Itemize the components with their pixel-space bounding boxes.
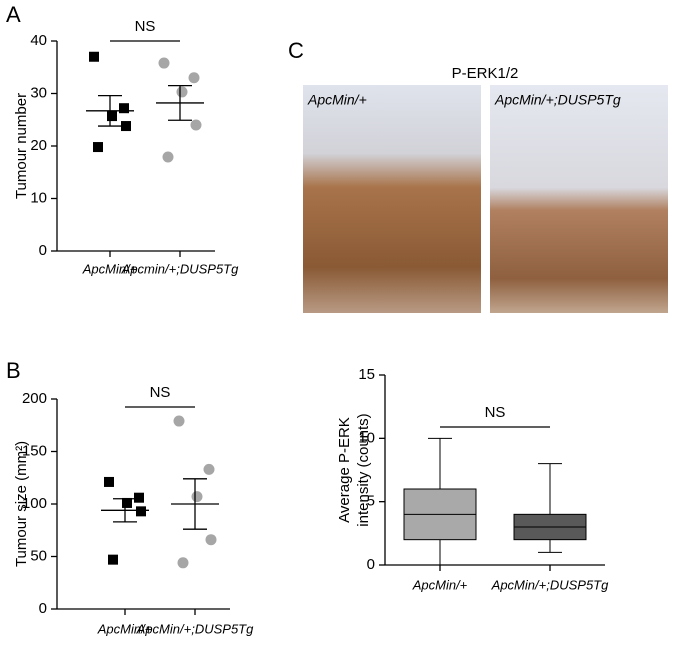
y-axis-label: Average P-ERK (336, 417, 353, 523)
y-tick-label: 200 (22, 390, 47, 407)
y-tick-label: 0 (367, 556, 375, 573)
data-point (104, 476, 114, 487)
y-tick-label: 30 (30, 84, 47, 101)
image-label: ApcMin/+ (307, 92, 367, 108)
annotation: NS (485, 404, 506, 421)
image-label: ApcMin/+;DUSP5Tg (494, 92, 621, 108)
annotation: NS (150, 384, 171, 401)
data-point (191, 491, 203, 503)
y-tick-label: 20 (30, 137, 47, 154)
y-tick-label: 40 (30, 32, 47, 49)
y-tick-label: 10 (30, 189, 47, 206)
panel-label: B (6, 358, 21, 383)
data-point (176, 86, 188, 98)
x-tick-label: ApcMin/+ (82, 261, 138, 276)
data-point (190, 119, 202, 131)
y-tick-label: 0 (39, 242, 47, 259)
y-tick-label: 50 (30, 547, 47, 564)
y-tick-label: 5 (367, 493, 375, 510)
x-tick-label: Apcmin/+;DUSP5Tg (121, 261, 239, 276)
annotation: NS (135, 18, 156, 35)
y-axis-label: Tumour number (13, 93, 30, 199)
data-point (134, 492, 144, 503)
x-tick-label: ApcMin/+ (97, 621, 153, 636)
data-point (162, 151, 174, 163)
y-tick-label: 0 (39, 600, 47, 617)
y-tick-label: 15 (358, 366, 375, 383)
data-point (89, 51, 99, 62)
data-point (205, 534, 217, 546)
data-point (108, 554, 118, 565)
data-point (107, 111, 117, 122)
data-point (121, 121, 131, 132)
y-tick-label: 100 (22, 495, 47, 512)
data-point (136, 506, 146, 517)
histology-image (303, 85, 481, 313)
y-axis-label: intensity (counts) (355, 413, 372, 526)
data-point (188, 72, 200, 84)
data-point (93, 142, 103, 153)
y-axis-label: Tumour size (mm²) (13, 441, 30, 567)
x-tick-label: ApcMin/+;DUSP5Tg (491, 577, 609, 592)
data-point (122, 497, 132, 508)
data-point (173, 415, 185, 427)
y-tick-label: 150 (22, 442, 47, 459)
panel-label: A (6, 2, 21, 27)
data-point (177, 557, 189, 569)
y-tick-label: 10 (358, 429, 375, 446)
histology-image (490, 85, 668, 313)
panel-label: C (288, 38, 304, 63)
data-point (158, 57, 170, 69)
image-title: P-ERK1/2 (452, 65, 519, 82)
data-point (203, 463, 215, 475)
data-point (119, 103, 129, 114)
x-tick-label: ApcMin/+ (412, 577, 468, 592)
x-tick-label: ApcMin/+;DUSP5Tg (136, 621, 254, 636)
